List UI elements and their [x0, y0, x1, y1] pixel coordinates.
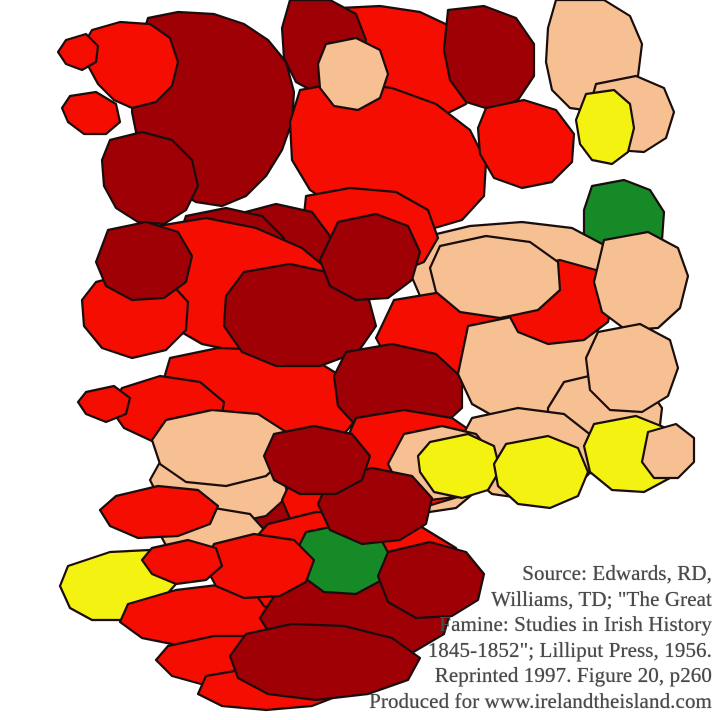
- region-donegal-south-dark[interactable]: [100, 130, 200, 226]
- region-nw-coast-bright[interactable]: [60, 90, 122, 136]
- region-meath-peach[interactable]: [428, 234, 562, 320]
- region-wexford-coast-peach[interactable]: [640, 422, 696, 480]
- region-waterford-west-yellow[interactable]: [416, 432, 502, 500]
- caption-line-2: Williams, TD; "The Great: [491, 586, 712, 611]
- region-connemara-spur-bright[interactable]: [76, 384, 132, 424]
- region-kerry-peach[interactable]: [150, 408, 290, 488]
- map-regions: [56, 0, 696, 712]
- region-waterford-yellow[interactable]: [492, 434, 590, 510]
- region-armagh-bright[interactable]: [476, 98, 576, 190]
- caption-line-5: Reprinted 1997. Figure 20, p260: [434, 663, 712, 687]
- region-derry-dark[interactable]: [442, 4, 536, 112]
- region-kerry-penin-bright[interactable]: [98, 484, 220, 540]
- region-nw-spur-bright[interactable]: [56, 32, 100, 72]
- region-longford-dark[interactable]: [318, 212, 422, 302]
- caption-line-1: Source: Edwards, RD,: [522, 561, 712, 585]
- region-east-coast-peach[interactable]: [592, 230, 690, 332]
- region-west-sliver-bright[interactable]: [140, 538, 224, 586]
- caption-line-4: 1845-1852"; Lilliput Press, 1956.: [427, 637, 712, 662]
- caption-line-3: Famine: Studies in Irish History: [439, 612, 712, 636]
- source-caption: Source: Edwards, RD, Williams, TD; "The …: [252, 561, 712, 714]
- region-mayo-nw-dark[interactable]: [94, 220, 194, 302]
- region-limerick-north-dark[interactable]: [262, 424, 372, 496]
- region-east-coast-lower-peach[interactable]: [584, 322, 680, 414]
- region-cork-south-dark[interactable]: [228, 622, 422, 702]
- region-tyrone-peach[interactable]: [316, 36, 390, 112]
- caption-line-6: Produced for www.irelandtheisland.com: [369, 688, 712, 713]
- region-cork-se-dark[interactable]: [376, 540, 486, 620]
- region-belfast-yellow[interactable]: [574, 88, 636, 166]
